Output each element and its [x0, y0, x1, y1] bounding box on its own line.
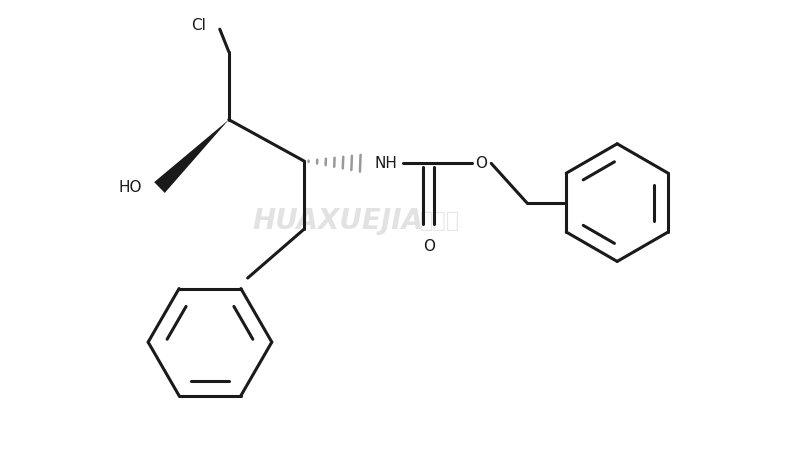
Text: O: O: [476, 156, 488, 171]
Text: HO: HO: [119, 180, 142, 195]
Polygon shape: [154, 120, 229, 193]
Text: NH: NH: [375, 156, 397, 171]
Text: 化学加: 化学加: [420, 212, 460, 231]
Text: HUAXUEJIA: HUAXUEJIA: [253, 207, 424, 235]
Text: Cl: Cl: [191, 18, 206, 33]
Text: O: O: [422, 239, 434, 254]
